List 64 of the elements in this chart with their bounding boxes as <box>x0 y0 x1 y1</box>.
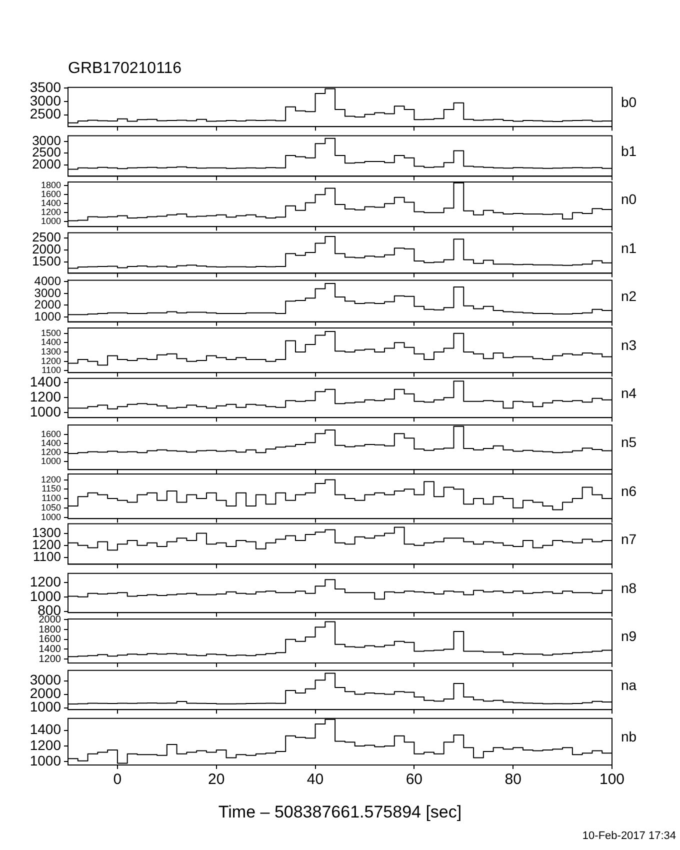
series-label: n0 <box>621 191 637 208</box>
y-tick-label: 1050 <box>40 502 61 512</box>
y-tick-label: 1100 <box>42 492 61 503</box>
series-label: n5 <box>621 434 637 450</box>
y-tick-label: 1400 <box>38 644 62 656</box>
y-tick-label: 1200 <box>40 447 61 458</box>
y-tick-label: 1800 <box>38 624 62 636</box>
y-tick-label: 1300 <box>32 525 61 540</box>
series-label: n2 <box>621 288 637 304</box>
y-tick-label: 1150 <box>42 483 61 494</box>
series-label: n6 <box>621 482 637 499</box>
y-tick-label: 1600 <box>40 428 61 439</box>
y-tick-label: 1000 <box>34 310 62 324</box>
y-tick-label: 1400 <box>40 198 61 208</box>
y-tick-label: 1400 <box>30 374 62 390</box>
y-tick-label: 1400 <box>40 337 61 348</box>
text: 10-Feb-2017 17:34 <box>582 830 676 842</box>
x-tick-label: 20 <box>208 772 225 789</box>
series-label: n9 <box>621 628 637 644</box>
y-tick-label: 1000 <box>40 216 61 226</box>
series-label: n1 <box>621 240 637 256</box>
y-tick-label: 3000 <box>34 286 62 300</box>
y-tick-label: 4000 <box>34 274 62 288</box>
y-tick-label: 1500 <box>40 328 61 338</box>
x-tick-label: 40 <box>306 772 324 789</box>
y-tick-label: 1600 <box>38 634 62 646</box>
y-tick-label: 1800 <box>40 180 61 190</box>
y-tick-label: 1200 <box>38 654 62 666</box>
series-label: nb <box>621 728 637 745</box>
y-tick-label: 1000 <box>30 404 62 420</box>
y-tick-label: 1200 <box>30 573 62 590</box>
x-tick-label: 0 <box>113 772 122 789</box>
y-tick-label: 1000 <box>30 587 62 604</box>
x-axis-title: Time – 508387661.575894 [sec] <box>218 802 462 822</box>
y-tick-label: 1200 <box>40 474 61 484</box>
y-tick-label: 1200 <box>40 207 61 218</box>
series-label: na <box>621 676 637 693</box>
series-label: n8 <box>621 580 637 596</box>
y-tick-label: 1000 <box>30 752 62 769</box>
y-tick-label: 1100 <box>42 365 61 376</box>
series-label: n4 <box>621 385 637 402</box>
series-label: n7 <box>621 530 637 547</box>
series-label: b1 <box>621 142 637 158</box>
series-label: n3 <box>621 337 637 354</box>
chart-title: GRB170210116 <box>68 60 182 78</box>
y-tick-label: 3000 <box>30 671 62 688</box>
y-tick-label: 1200 <box>30 388 62 405</box>
y-tick-label: 1300 <box>40 346 61 356</box>
series-label: b0 <box>621 94 637 110</box>
y-tick-label: 1600 <box>40 189 61 200</box>
y-tick-label: 2000 <box>30 684 62 701</box>
y-tick-label: 2000 <box>34 298 62 312</box>
y-tick-label: 1200 <box>40 356 61 366</box>
y-tick-label: 1000 <box>30 698 62 715</box>
y-tick-label: 1000 <box>40 511 61 522</box>
y-tick-label: 1400 <box>30 722 62 738</box>
x-tick-label: 80 <box>504 772 522 789</box>
y-tick-label: 1200 <box>30 737 62 754</box>
y-tick-label: 2500 <box>30 106 62 122</box>
y-tick-label: 1400 <box>40 438 61 448</box>
y-tick-label: 2000 <box>38 614 62 626</box>
x-tick-label: 100 <box>599 772 625 789</box>
y-tick-label: 1000 <box>40 456 61 466</box>
x-tick-label: 60 <box>406 772 423 789</box>
